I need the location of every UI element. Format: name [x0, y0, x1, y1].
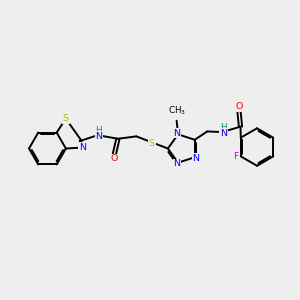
Text: H: H [96, 126, 102, 135]
Text: F: F [233, 152, 238, 161]
Text: N: N [173, 129, 180, 138]
Text: S: S [149, 139, 155, 148]
Text: N: N [95, 132, 102, 141]
Text: O: O [235, 102, 243, 111]
Text: N: N [173, 159, 180, 168]
Text: S: S [63, 114, 69, 123]
Text: N: N [192, 154, 200, 163]
Text: CH$_3$: CH$_3$ [168, 105, 186, 117]
Text: N: N [220, 129, 227, 138]
Text: O: O [111, 154, 118, 164]
Text: H: H [220, 123, 226, 132]
Text: N: N [79, 143, 86, 152]
